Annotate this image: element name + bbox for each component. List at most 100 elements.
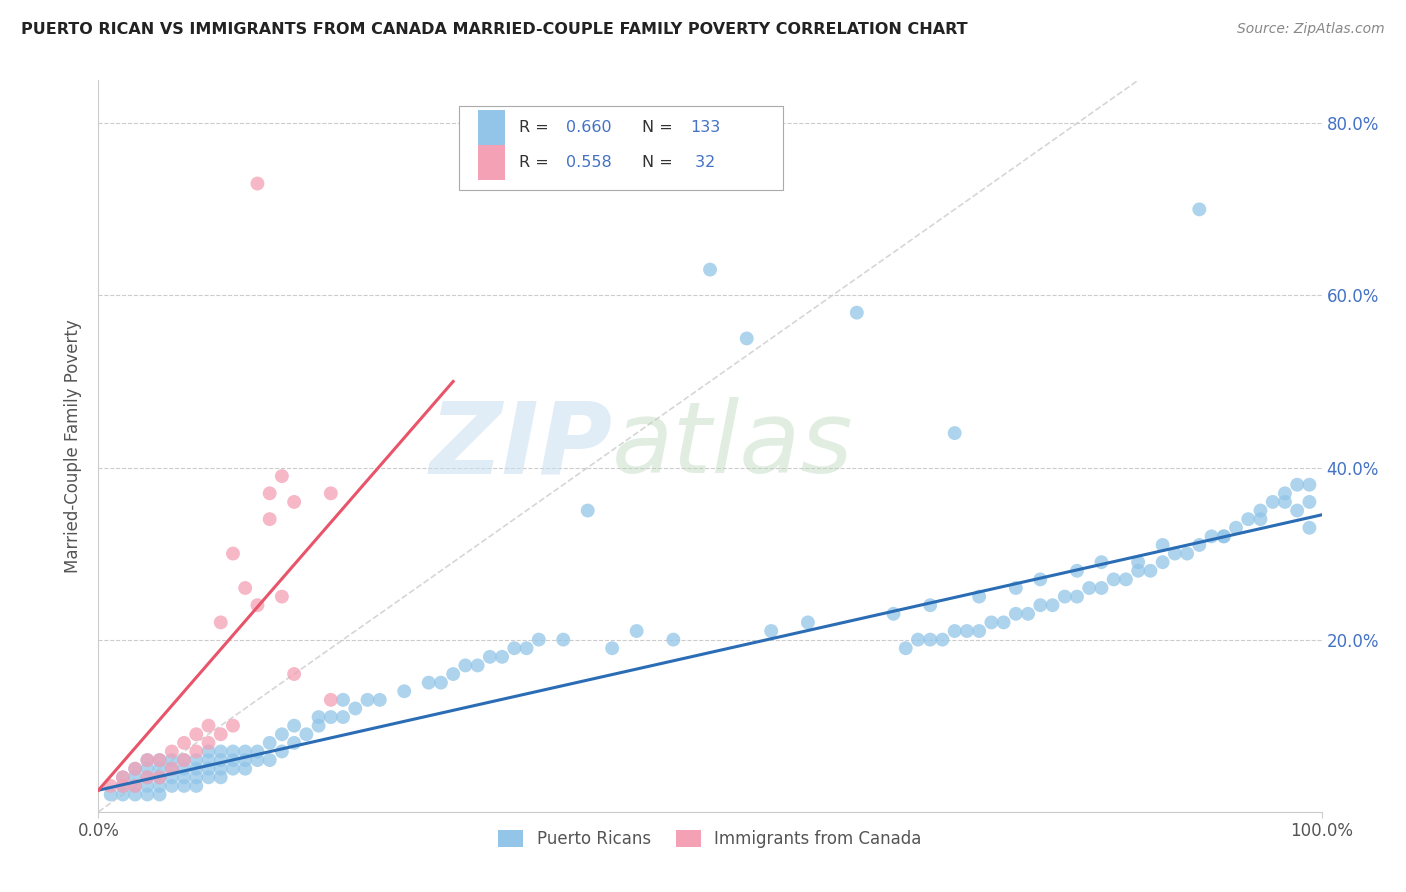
Point bbox=[173, 753, 195, 767]
Point bbox=[209, 615, 232, 630]
Point bbox=[1004, 581, 1026, 595]
Point bbox=[1152, 555, 1174, 569]
Point bbox=[1212, 529, 1234, 543]
Point bbox=[209, 762, 232, 776]
Point bbox=[1298, 521, 1320, 535]
Point bbox=[209, 744, 232, 758]
Point bbox=[149, 753, 172, 767]
Point bbox=[1237, 512, 1260, 526]
Point bbox=[160, 762, 183, 776]
Point bbox=[1298, 477, 1320, 491]
Point bbox=[980, 615, 1002, 630]
Point bbox=[1261, 495, 1284, 509]
Point bbox=[173, 753, 195, 767]
Point bbox=[186, 753, 208, 767]
Point bbox=[308, 710, 330, 724]
Point bbox=[600, 641, 623, 656]
Point bbox=[356, 693, 378, 707]
Text: PUERTO RICAN VS IMMIGRANTS FROM CANADA MARRIED-COUPLE FAMILY POVERTY CORRELATION: PUERTO RICAN VS IMMIGRANTS FROM CANADA M… bbox=[21, 22, 967, 37]
Point bbox=[920, 632, 942, 647]
Point bbox=[491, 649, 513, 664]
Point bbox=[136, 753, 159, 767]
Point bbox=[956, 624, 979, 638]
Point bbox=[1188, 538, 1211, 552]
Point bbox=[197, 753, 219, 767]
Point bbox=[308, 719, 330, 733]
Point bbox=[626, 624, 648, 638]
FancyBboxPatch shape bbox=[478, 111, 505, 145]
Point bbox=[797, 615, 820, 630]
Point bbox=[454, 658, 477, 673]
Point bbox=[136, 753, 159, 767]
Point bbox=[1249, 503, 1271, 517]
Point bbox=[149, 779, 172, 793]
Point bbox=[124, 779, 146, 793]
Point bbox=[197, 762, 219, 776]
Point bbox=[1053, 590, 1076, 604]
Point bbox=[441, 667, 464, 681]
Point bbox=[124, 779, 146, 793]
Point bbox=[894, 641, 917, 656]
Text: N =: N = bbox=[641, 120, 678, 136]
Point bbox=[197, 719, 219, 733]
Point bbox=[332, 710, 354, 724]
Point bbox=[124, 788, 146, 802]
Point bbox=[160, 744, 183, 758]
Point bbox=[197, 736, 219, 750]
Point bbox=[1090, 581, 1112, 595]
Point bbox=[553, 632, 575, 647]
Point bbox=[111, 770, 134, 784]
Point bbox=[111, 779, 134, 793]
Point bbox=[319, 486, 342, 500]
Point bbox=[186, 727, 208, 741]
Point bbox=[270, 727, 294, 741]
Point bbox=[1042, 598, 1064, 612]
Point bbox=[283, 667, 305, 681]
Point bbox=[111, 770, 134, 784]
Point bbox=[160, 753, 183, 767]
Point bbox=[993, 615, 1015, 630]
Point bbox=[295, 727, 318, 741]
Text: 32: 32 bbox=[690, 155, 716, 170]
Point bbox=[149, 770, 172, 784]
Text: 133: 133 bbox=[690, 120, 721, 136]
Point bbox=[1090, 555, 1112, 569]
Point bbox=[699, 262, 721, 277]
Point bbox=[1274, 495, 1296, 509]
Point bbox=[1128, 564, 1150, 578]
Point bbox=[319, 693, 342, 707]
Point bbox=[136, 762, 159, 776]
Point bbox=[259, 753, 281, 767]
Point bbox=[845, 305, 868, 319]
Point bbox=[173, 762, 195, 776]
Point bbox=[259, 512, 281, 526]
Point bbox=[515, 641, 537, 656]
Point bbox=[430, 675, 453, 690]
Point bbox=[1152, 538, 1174, 552]
Point bbox=[1298, 495, 1320, 509]
Point bbox=[1188, 202, 1211, 217]
Point bbox=[270, 744, 294, 758]
Point bbox=[1078, 581, 1101, 595]
Text: N =: N = bbox=[641, 155, 678, 170]
Point bbox=[1212, 529, 1234, 543]
Point bbox=[100, 788, 122, 802]
Point bbox=[1115, 573, 1137, 587]
Point bbox=[124, 762, 146, 776]
Point bbox=[967, 590, 990, 604]
Text: 0.660: 0.660 bbox=[565, 120, 612, 136]
Point bbox=[1286, 477, 1309, 491]
Text: R =: R = bbox=[519, 120, 554, 136]
Text: R =: R = bbox=[519, 155, 554, 170]
Point bbox=[392, 684, 416, 698]
Point bbox=[136, 788, 159, 802]
Point bbox=[246, 753, 269, 767]
Point bbox=[173, 736, 195, 750]
Point bbox=[270, 469, 294, 483]
Point bbox=[136, 779, 159, 793]
Point bbox=[209, 753, 232, 767]
Point bbox=[467, 658, 489, 673]
Point bbox=[149, 770, 172, 784]
Point bbox=[136, 770, 159, 784]
Point bbox=[662, 632, 685, 647]
